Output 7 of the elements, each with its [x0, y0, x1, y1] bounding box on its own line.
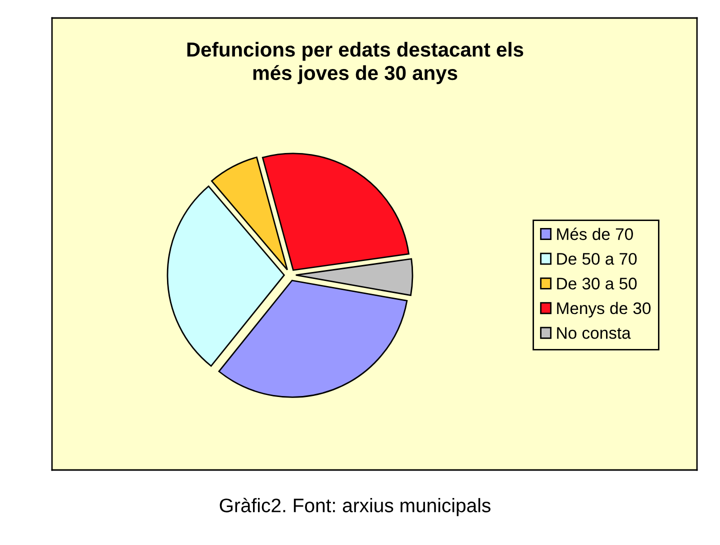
legend-label: Menys de 30 [557, 302, 651, 318]
legend-label: De 30 a 50 [557, 278, 637, 290]
chart-title: Defuncions per edats destacant els més joves de 30 anys [187, 42, 524, 84]
legend-label: No consta [557, 327, 631, 339]
text: Gràfic2. Font: arxius municipals [220, 498, 490, 516]
legend-label: De 50 a 70 [557, 252, 637, 265]
legend-label: Més de 70 [557, 228, 633, 240]
